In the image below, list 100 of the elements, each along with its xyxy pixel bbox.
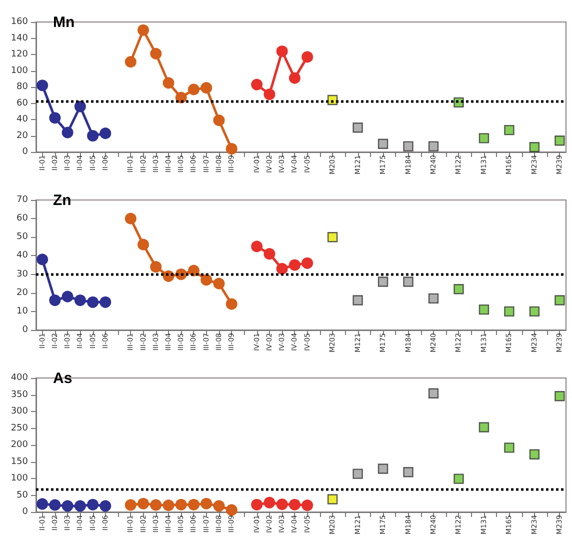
y-tick-label: 300 [10, 406, 28, 416]
point [62, 500, 74, 512]
point [87, 130, 99, 142]
y-tick-label: 60 [16, 214, 28, 224]
point [200, 498, 212, 510]
point [226, 298, 238, 310]
point [327, 232, 338, 242]
point [288, 498, 300, 510]
point [138, 24, 150, 36]
point [138, 498, 150, 510]
point [264, 88, 276, 100]
point [504, 442, 514, 453]
y-tick-label: 0 [22, 325, 28, 335]
y-tick-label: 60 [16, 98, 28, 108]
y-tick-label: 0 [22, 147, 28, 157]
y-tick-label: 400 [10, 373, 28, 383]
point [49, 499, 61, 511]
chart-title: Mn [53, 14, 75, 31]
point [504, 124, 514, 136]
y-tick-label: 50 [16, 490, 28, 500]
point [213, 500, 225, 512]
point [428, 388, 439, 399]
y-tick-label: 0 [22, 507, 28, 517]
point [378, 464, 388, 474]
point [200, 82, 212, 94]
y-tick-label: 40 [16, 250, 28, 261]
point [251, 78, 263, 90]
point [554, 295, 565, 306]
point [226, 504, 238, 516]
point [226, 143, 238, 154]
y-tick-label: 80 [16, 82, 28, 92]
y-tick-label: 250 [10, 423, 28, 434]
point [378, 138, 388, 149]
point [352, 295, 363, 306]
point [428, 293, 439, 304]
point [554, 390, 565, 402]
point [36, 80, 48, 92]
point [162, 500, 174, 512]
point [302, 51, 314, 63]
point [213, 114, 225, 126]
point [87, 296, 99, 308]
point [87, 498, 99, 510]
point [478, 133, 490, 144]
y-tick-label: 100 [10, 474, 28, 484]
point [264, 248, 276, 260]
point [251, 498, 263, 510]
point [454, 474, 464, 484]
point [529, 449, 540, 460]
point [74, 500, 86, 512]
y-tick-label: 150 [10, 456, 28, 467]
y-tick-label: 10 [16, 306, 28, 316]
point [454, 284, 464, 294]
point [74, 294, 86, 306]
chart-title: Zn [53, 192, 72, 209]
point [288, 259, 300, 271]
point [302, 500, 314, 512]
point [264, 496, 276, 508]
point [100, 296, 112, 308]
point [74, 100, 86, 112]
point [124, 212, 136, 224]
point [188, 498, 200, 510]
point [213, 278, 225, 290]
point [100, 500, 112, 512]
point [352, 468, 363, 479]
point [100, 128, 112, 140]
point [288, 72, 300, 84]
point [162, 77, 174, 89]
point [403, 467, 414, 478]
y-tick-label: 100 [10, 66, 28, 76]
point [352, 122, 363, 133]
point [554, 136, 565, 146]
point [36, 254, 48, 266]
point [124, 499, 136, 511]
point [478, 422, 490, 432]
y-tick-label: 160 [10, 17, 28, 27]
point [302, 257, 314, 269]
point [403, 276, 414, 287]
point [175, 498, 187, 510]
point [188, 264, 200, 276]
point [150, 261, 162, 273]
point [124, 56, 136, 68]
point [150, 48, 162, 60]
y-tick-label: 350 [10, 390, 28, 400]
point [403, 141, 414, 152]
point [504, 306, 514, 317]
y-tick-label: 50 [16, 232, 28, 242]
y-tick-label: 140 [10, 33, 28, 44]
point [200, 274, 212, 286]
chart-title: As [53, 370, 72, 387]
y-tick-label: 30 [16, 269, 28, 280]
point [529, 306, 540, 317]
point [62, 290, 74, 302]
point [175, 92, 187, 104]
y-tick-label: 20 [16, 130, 28, 141]
point [62, 126, 74, 138]
y-tick-label: 70 [16, 195, 28, 205]
point [49, 112, 61, 124]
y-tick-label: 40 [16, 114, 28, 124]
point [138, 238, 150, 250]
point [327, 494, 338, 504]
